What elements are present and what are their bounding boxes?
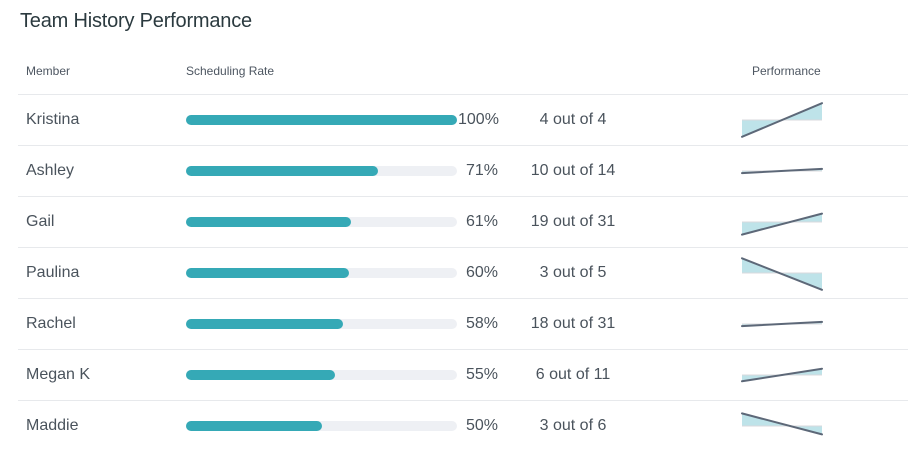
scheduling-rate-bar-fill bbox=[186, 421, 322, 431]
sparkline-line bbox=[741, 412, 823, 436]
scheduling-rate-percent: 60% bbox=[465, 264, 498, 281]
member-name: Kristina bbox=[26, 111, 80, 128]
sparkline-line bbox=[741, 212, 823, 236]
scheduling-rate-percent: 58% bbox=[465, 315, 498, 332]
scheduled-count: 18 out of 31 bbox=[530, 315, 616, 332]
scheduled-count: 3 out of 5 bbox=[539, 264, 607, 281]
scheduling-rate-percent: 50% bbox=[465, 417, 498, 434]
column-header-performance: Performance bbox=[752, 64, 821, 78]
scheduling-rate-bar bbox=[186, 421, 457, 431]
scheduling-rate-bar-fill bbox=[186, 268, 349, 278]
scheduling-rate-bar-fill bbox=[186, 166, 379, 176]
column-header-member: Member bbox=[26, 64, 71, 78]
performance-sparkline bbox=[741, 167, 823, 175]
scheduled-count: 10 out of 14 bbox=[530, 162, 616, 179]
sparkline-line bbox=[741, 167, 823, 175]
member-name: Gail bbox=[26, 213, 55, 230]
performance-sparkline bbox=[741, 412, 823, 436]
performance-sparkline bbox=[741, 212, 823, 236]
table-row: Gail 61% 19 out of 31 bbox=[18, 196, 908, 247]
table-row: Rachel 58% 18 out of 31 bbox=[18, 298, 908, 349]
member-name: Megan K bbox=[26, 366, 91, 383]
member-name: Maddie bbox=[26, 417, 79, 434]
sparkline-line bbox=[741, 367, 823, 383]
member-name: Paulina bbox=[26, 264, 80, 281]
scheduled-count: 6 out of 11 bbox=[535, 366, 611, 383]
sparkline-line bbox=[741, 257, 823, 291]
scheduling-rate-percent: 61% bbox=[465, 213, 498, 230]
column-header-scheduling-rate: Scheduling Rate bbox=[186, 64, 275, 78]
table-row: Megan K 55% 6 out of 11 bbox=[18, 349, 908, 400]
performance-sparkline bbox=[741, 102, 823, 138]
scheduled-count: 3 out of 6 bbox=[539, 417, 607, 434]
performance-sparkline bbox=[741, 320, 823, 328]
scheduling-rate-bar-fill bbox=[186, 370, 336, 380]
table-row: Paulina 60% 3 out of 5 bbox=[18, 247, 908, 298]
scheduling-rate-bar bbox=[186, 370, 457, 380]
sparkline-line bbox=[741, 102, 823, 138]
performance-sparkline bbox=[741, 367, 823, 383]
scheduling-rate-bar-fill bbox=[186, 319, 344, 329]
member-name: Ashley bbox=[26, 162, 75, 179]
scheduling-rate-bar bbox=[186, 319, 457, 329]
scheduling-rate-bar-fill bbox=[186, 217, 352, 227]
table-row: Maddie 50% 3 out of 6 bbox=[18, 400, 908, 451]
team-performance-table: Kristina 100% 4 out of 4 Ashley 71% 10 out of… bbox=[18, 94, 908, 451]
scheduling-rate-bar bbox=[186, 268, 457, 278]
scheduling-rate-percent: 55% bbox=[465, 366, 498, 383]
sparkline-line bbox=[741, 320, 823, 328]
scheduling-rate-bar bbox=[186, 166, 457, 176]
scheduled-count: 19 out of 31 bbox=[530, 213, 616, 230]
scheduled-count: 4 out of 4 bbox=[539, 111, 607, 128]
scheduling-rate-bar-fill bbox=[186, 115, 457, 125]
scheduling-rate-bar bbox=[186, 115, 457, 125]
scheduling-rate-bar bbox=[186, 217, 457, 227]
table-row: Ashley 71% 10 out of 14 bbox=[18, 145, 908, 196]
table-row: Kristina 100% 4 out of 4 bbox=[18, 94, 908, 145]
scheduling-rate-percent: 100% bbox=[458, 111, 499, 128]
performance-sparkline bbox=[741, 257, 823, 291]
member-name: Rachel bbox=[26, 315, 76, 332]
page-title: Team History Performance bbox=[20, 10, 252, 32]
scheduling-rate-percent: 71% bbox=[465, 162, 498, 179]
